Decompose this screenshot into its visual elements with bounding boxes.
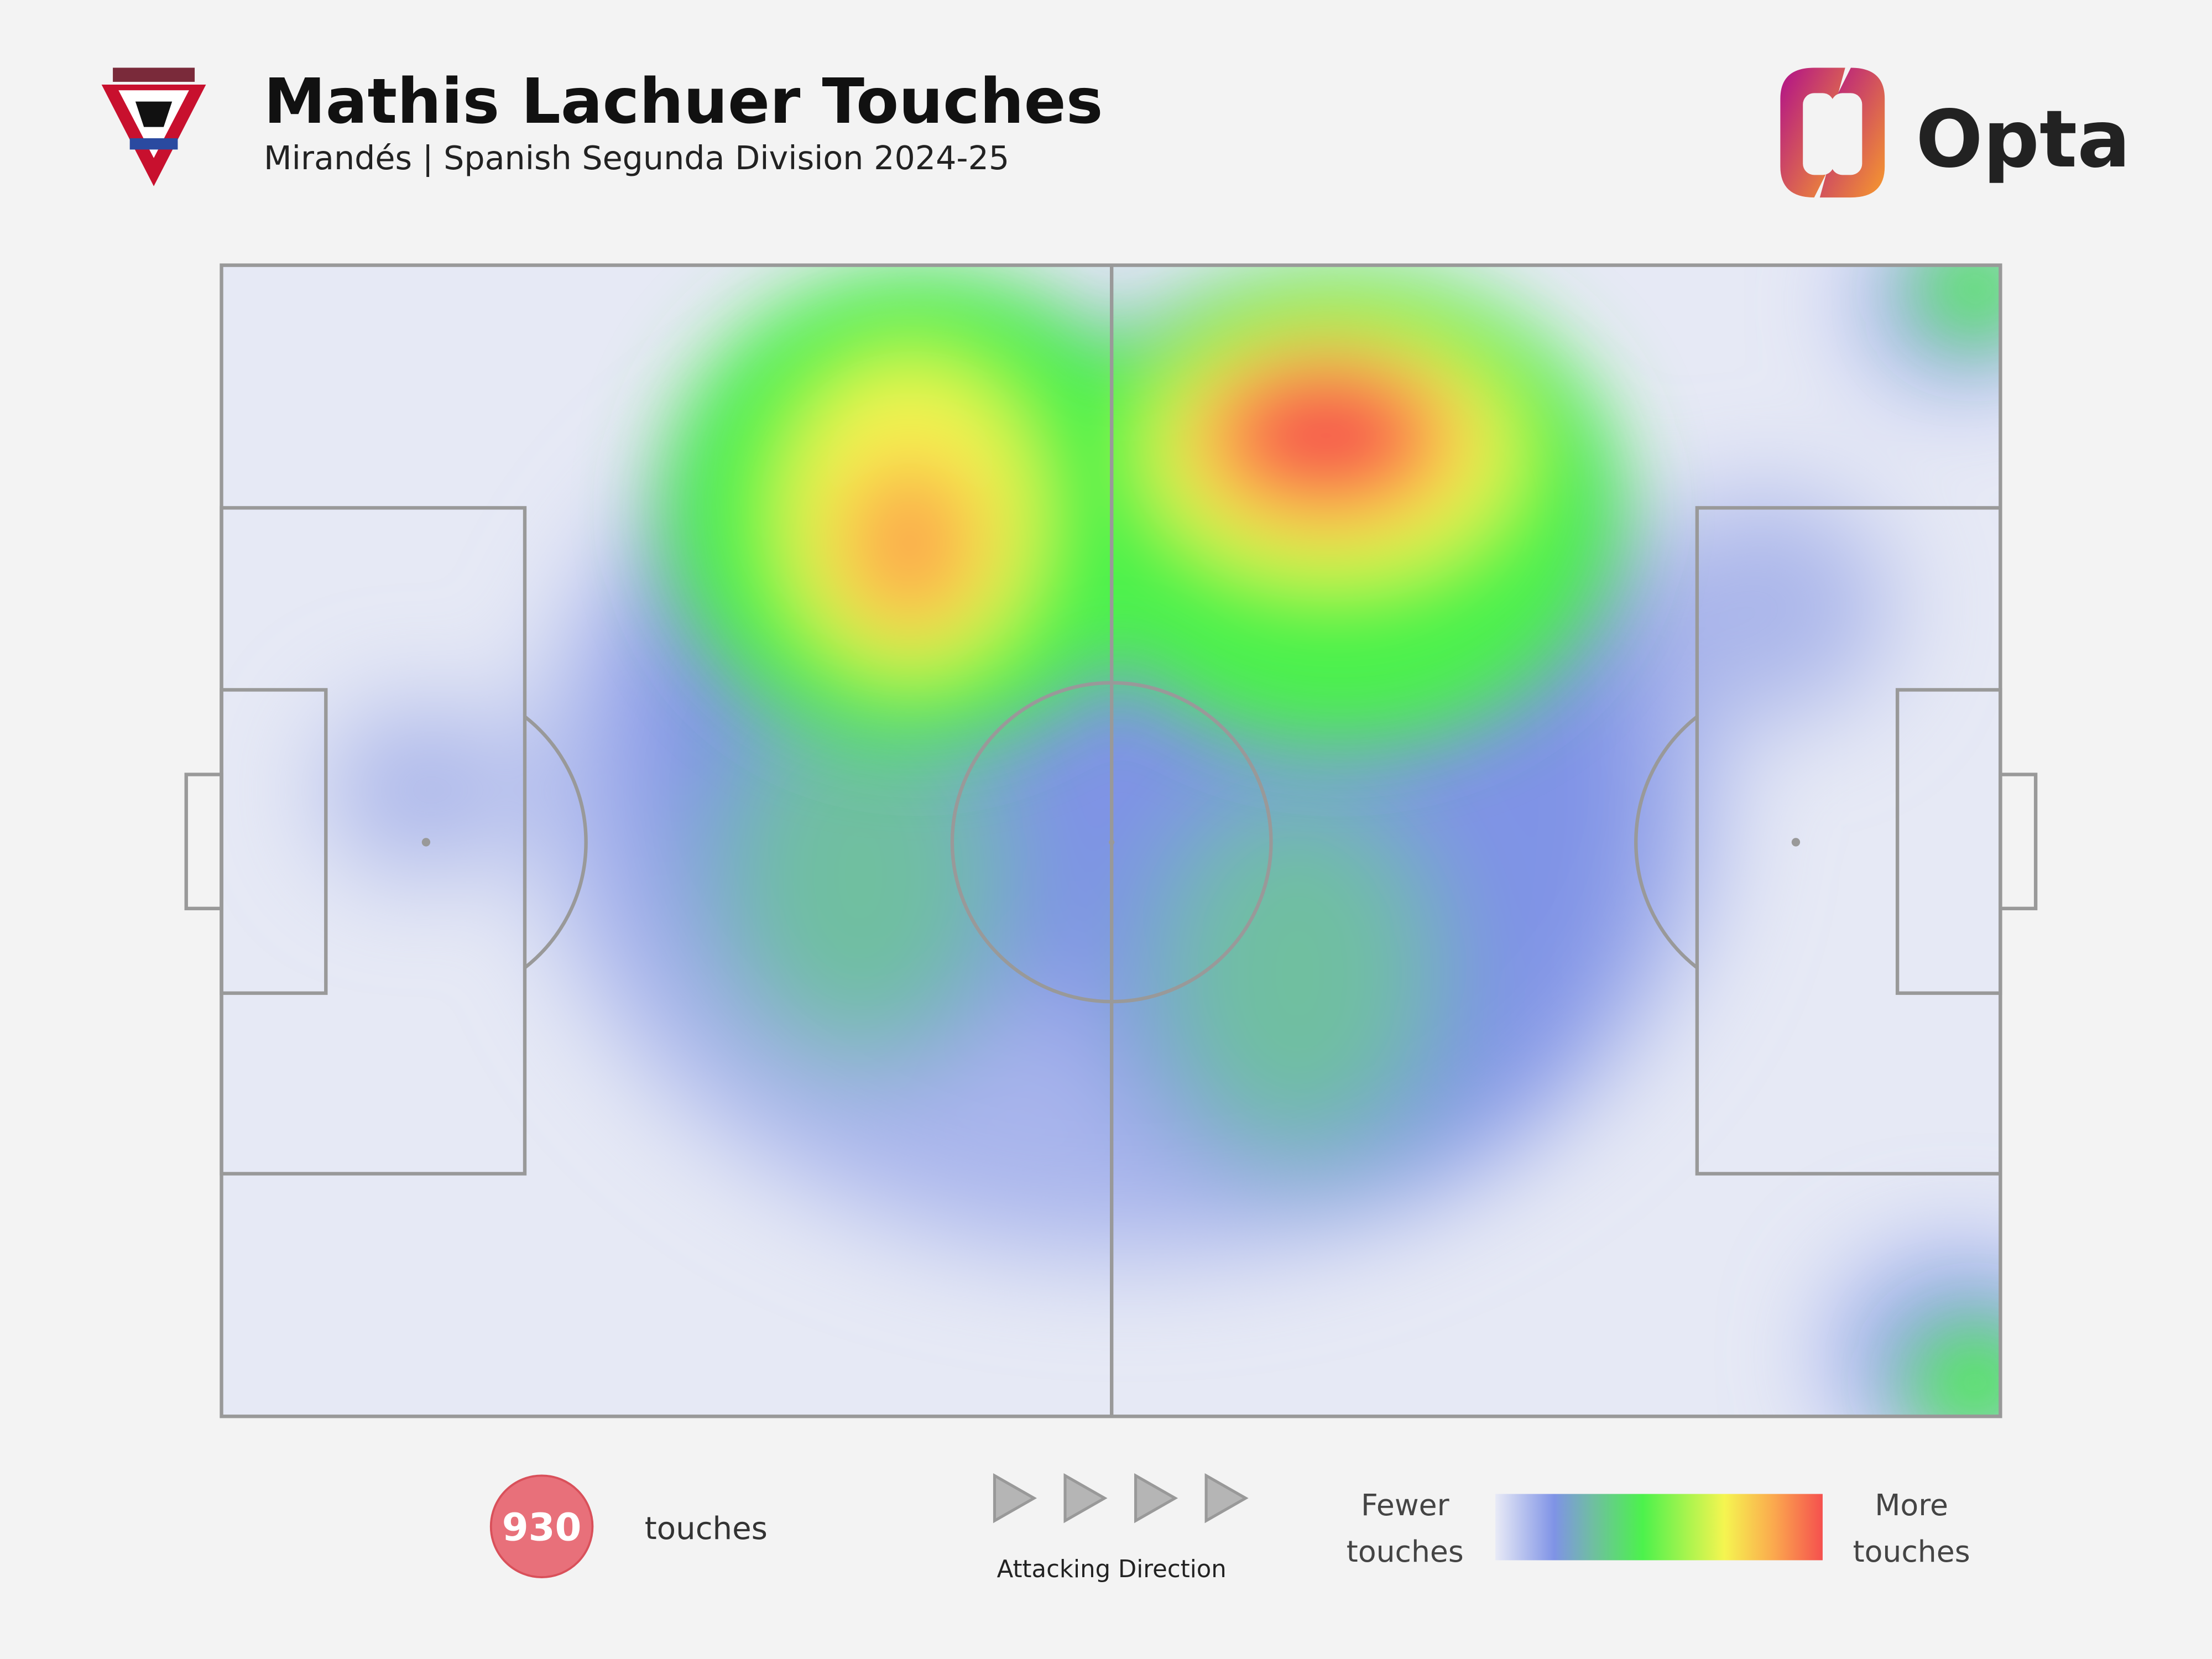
touch-count: 930 [502, 1506, 582, 1550]
legend-low: touches [1347, 1534, 1464, 1569]
brand: Opta [1916, 93, 2130, 185]
legend-low: Fewer [1361, 1488, 1450, 1522]
legend-high: More [1875, 1488, 1948, 1522]
touch-badge [489, 1474, 594, 1578]
subtitle: Mirandés | Spanish Segunda Division 2024… [264, 139, 1009, 177]
heatmap [221, 265, 2001, 1417]
pitch [184, 263, 2038, 1418]
touch-label: touches [645, 1511, 768, 1547]
legend-high: touches [1853, 1534, 1970, 1569]
opta-logo: Opta [1780, 67, 2131, 198]
direction-arrows [993, 1473, 1249, 1524]
direction-label: Attacking Direction [997, 1556, 1227, 1583]
title: Mathis Lachuer Touches [264, 66, 1103, 138]
club-crest [101, 67, 206, 186]
legend-scale [1495, 1494, 1823, 1561]
